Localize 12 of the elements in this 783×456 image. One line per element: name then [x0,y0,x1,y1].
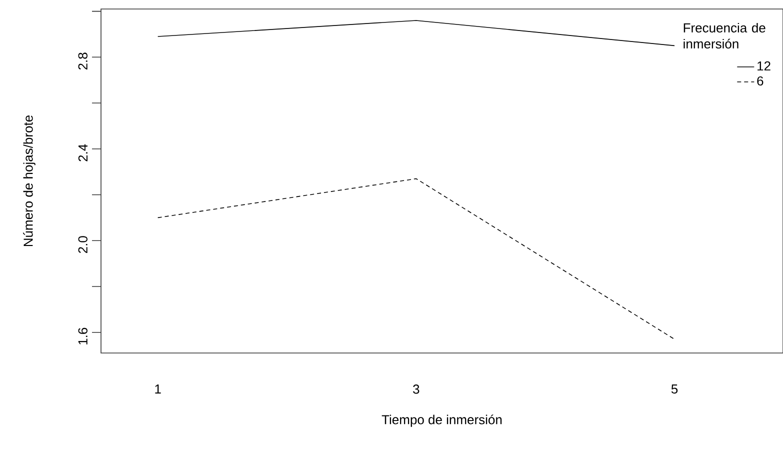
legend-title: Frecuencia de inmersión [684,22,766,48]
y-tick-label: 2.4 [78,144,88,162]
legend-label: 12 [758,61,770,70]
x-tick-label: 1 [155,384,161,394]
x-axis-title: Tiempo de inmersión [382,414,502,427]
y-axis-title: Número de hojas/brote [23,115,36,246]
x-tick-label: 3 [413,384,420,394]
x-tick-label: 5 [671,384,678,394]
y-tick-label: 2.8 [78,52,88,70]
y-tick-label: 2.0 [78,236,88,254]
y-tick-label: 1.6 [78,328,88,344]
legend-label: 6 [757,76,764,86]
